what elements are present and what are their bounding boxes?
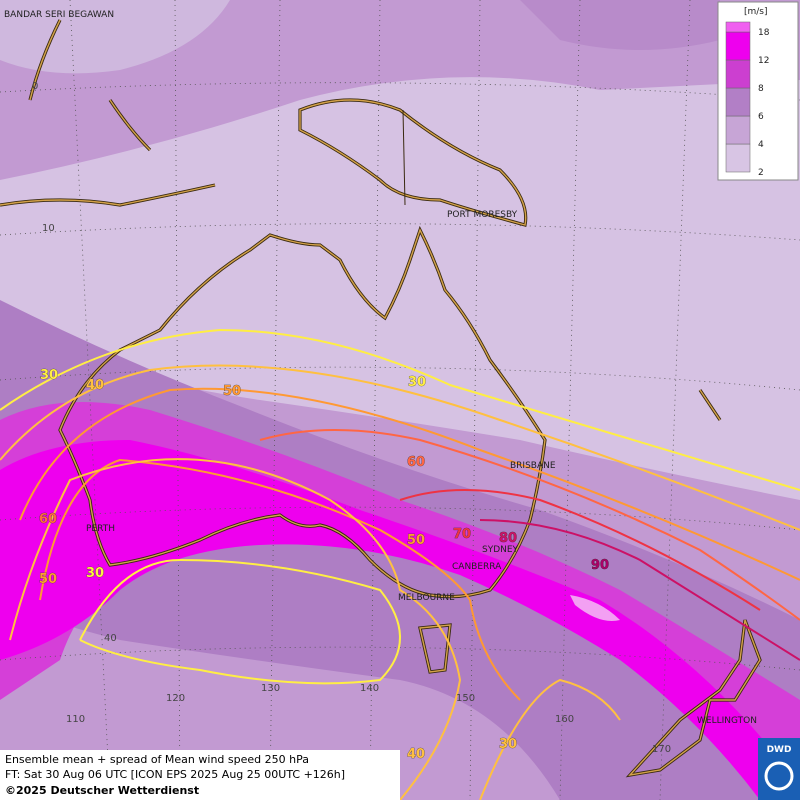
logo-icon <box>764 761 794 791</box>
lon-label: 160 <box>555 714 574 725</box>
footer-line: ©2025 Deutscher Wetterdienst <box>5 784 199 797</box>
shade-mid <box>520 0 720 50</box>
jet-core <box>0 440 800 800</box>
lat-label: 10 <box>42 223 55 234</box>
legend-tick-label: 4 <box>758 140 764 150</box>
lon-label: 170 <box>652 744 671 755</box>
contour-labels: 30 40 50 30 60 60 50 30 50 70 80 90 30 4… <box>39 368 610 763</box>
contour-label: 30 <box>86 566 104 581</box>
lon-label: 150 <box>456 693 475 704</box>
footer-line: Ensemble mean + spread of Mean wind spee… <box>5 753 309 766</box>
contour-label: 60 <box>39 512 57 527</box>
place-label: PORT MORESBY <box>447 210 518 220</box>
lat-label: 0 <box>32 81 38 92</box>
legend-band <box>725 31 751 61</box>
footer-line: FT: Sat 30 Aug 06 UTC [ICON EPS 2025 Aug… <box>5 768 345 781</box>
lon-label: 140 <box>360 683 379 694</box>
contour-label: 90 <box>591 558 609 573</box>
place-label: SYDNEY <box>482 545 519 555</box>
contour-label: 40 <box>407 747 425 762</box>
logo-text: DWD <box>767 745 792 755</box>
coastlines <box>0 19 762 778</box>
legend-band <box>725 143 751 173</box>
contour-label: 30 <box>499 737 517 752</box>
contour-label: 30 <box>408 375 426 390</box>
legend-band <box>725 21 751 33</box>
legend-tick-label: 6 <box>758 112 764 122</box>
contour-label: 50 <box>39 572 57 587</box>
place-label: BANDAR SERI BEGAWAN <box>4 10 114 20</box>
place-label: MELBOURNE <box>398 593 455 603</box>
contour-label: 80 <box>499 531 517 546</box>
place-label: BRISBANE <box>510 461 556 471</box>
legend-tick-label: 8 <box>758 84 764 94</box>
place-label: WELLINGTON <box>697 716 757 726</box>
contour-label: 30 <box>40 368 58 383</box>
lon-label: 120 <box>166 693 185 704</box>
legend: [m/s] 2 4 6 8 12 18 <box>717 1 799 181</box>
legend-band <box>725 59 751 89</box>
legend-band <box>725 115 751 145</box>
legend-unit: [m/s] <box>744 7 768 17</box>
contour-label: 40 <box>86 378 104 393</box>
contour-label: 60 <box>407 455 425 470</box>
contours <box>0 328 800 800</box>
jet-max <box>570 595 620 621</box>
contour-label: 50 <box>407 533 425 548</box>
lon-label: 130 <box>261 683 280 694</box>
legend-tick-label: 2 <box>758 168 764 178</box>
legend-tick-label: 18 <box>758 28 770 38</box>
place-label: CANBERRA <box>452 562 502 572</box>
lat-label: 40 <box>104 633 117 644</box>
footer-box <box>0 750 400 800</box>
shade-light <box>0 0 230 74</box>
place-label: PERTH <box>86 524 115 534</box>
contour-label: 70 <box>453 527 471 542</box>
contour-label: 50 <box>223 384 241 399</box>
legend-tick-label: 12 <box>758 56 769 66</box>
lon-label: 110 <box>66 714 85 725</box>
legend-band <box>725 87 751 117</box>
